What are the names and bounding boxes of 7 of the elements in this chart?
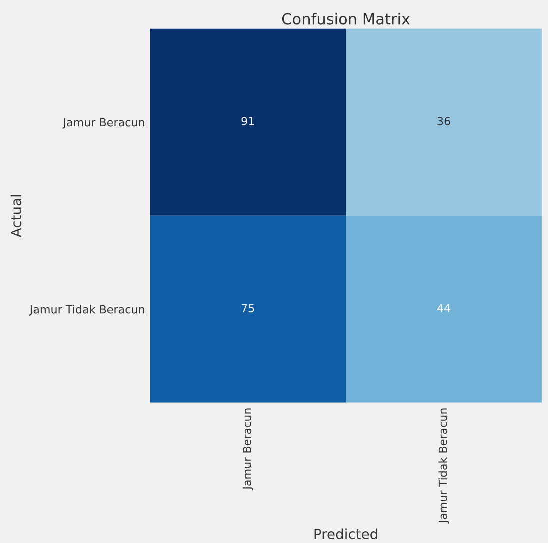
data-label: 91	[242, 117, 254, 126]
x-axis-title: Predicted	[314, 528, 378, 540]
y-axis-title: Actual	[10, 195, 22, 238]
data-label: 44	[437, 304, 450, 312]
chart-title: Confusion Matrix	[282, 13, 410, 25]
data-label: 36	[438, 117, 450, 126]
data-label: 75	[242, 304, 254, 313]
